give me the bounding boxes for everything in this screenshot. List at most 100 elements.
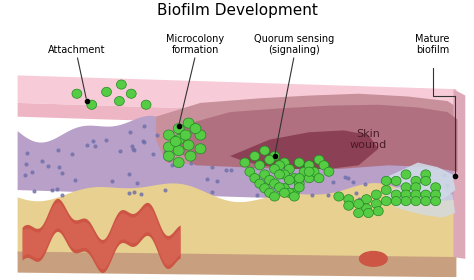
Circle shape (431, 190, 441, 199)
Circle shape (284, 188, 294, 197)
Circle shape (304, 161, 314, 170)
Circle shape (117, 80, 126, 89)
Circle shape (185, 151, 196, 161)
Circle shape (173, 157, 184, 168)
Circle shape (421, 176, 431, 185)
Circle shape (381, 185, 391, 195)
Polygon shape (18, 251, 456, 277)
Circle shape (195, 144, 206, 154)
Circle shape (173, 123, 184, 134)
Circle shape (260, 184, 270, 193)
Circle shape (309, 167, 319, 176)
Circle shape (314, 174, 324, 183)
Polygon shape (18, 103, 456, 130)
Circle shape (240, 158, 250, 167)
Ellipse shape (360, 251, 387, 266)
Circle shape (294, 183, 304, 192)
Circle shape (294, 158, 304, 167)
Circle shape (274, 161, 284, 170)
Circle shape (255, 161, 264, 170)
Circle shape (195, 130, 206, 140)
Text: Quorum sensing
(signaling): Quorum sensing (signaling) (254, 34, 335, 55)
Circle shape (173, 135, 184, 145)
Circle shape (314, 155, 324, 164)
Polygon shape (388, 162, 456, 199)
Circle shape (126, 89, 136, 98)
Circle shape (290, 188, 299, 197)
Circle shape (183, 140, 194, 150)
Circle shape (334, 192, 344, 201)
Polygon shape (230, 130, 378, 169)
Circle shape (372, 190, 381, 199)
Circle shape (431, 197, 441, 206)
Circle shape (260, 170, 270, 179)
Circle shape (391, 176, 401, 185)
Circle shape (401, 197, 411, 206)
Circle shape (411, 183, 421, 192)
Title: Biofilm Development: Biofilm Development (156, 3, 318, 18)
Circle shape (290, 174, 299, 183)
Circle shape (270, 164, 280, 174)
Circle shape (260, 146, 270, 155)
Circle shape (401, 183, 411, 192)
Text: Attachment: Attachment (48, 45, 106, 55)
Circle shape (274, 183, 284, 192)
Circle shape (401, 190, 411, 199)
Circle shape (280, 158, 290, 167)
Circle shape (391, 190, 401, 199)
Circle shape (374, 207, 383, 216)
Circle shape (141, 100, 151, 109)
Circle shape (270, 179, 280, 188)
Polygon shape (156, 94, 457, 172)
Circle shape (290, 192, 299, 201)
Circle shape (280, 188, 290, 197)
Circle shape (421, 197, 431, 206)
Circle shape (180, 130, 191, 140)
Circle shape (164, 151, 174, 161)
Circle shape (362, 195, 372, 204)
Circle shape (274, 170, 284, 179)
Circle shape (372, 199, 381, 208)
Polygon shape (18, 183, 456, 259)
Text: Skin
wound: Skin wound (350, 129, 387, 150)
Polygon shape (18, 75, 456, 117)
Text: Microcolony
formation: Microcolony formation (166, 34, 225, 55)
Circle shape (362, 204, 372, 213)
Circle shape (411, 190, 421, 199)
Circle shape (324, 167, 334, 176)
Circle shape (270, 151, 280, 161)
Circle shape (421, 170, 431, 179)
Circle shape (190, 123, 201, 134)
Polygon shape (18, 116, 456, 204)
Circle shape (72, 89, 82, 98)
Circle shape (319, 161, 329, 170)
Circle shape (264, 155, 274, 164)
Circle shape (264, 175, 274, 185)
Circle shape (280, 170, 290, 179)
Circle shape (294, 174, 304, 183)
Circle shape (299, 167, 309, 176)
Circle shape (304, 167, 314, 176)
Circle shape (284, 164, 294, 174)
Polygon shape (23, 202, 181, 269)
Polygon shape (454, 89, 465, 259)
Circle shape (255, 179, 264, 188)
Circle shape (304, 174, 314, 183)
Circle shape (411, 176, 421, 185)
Circle shape (284, 175, 294, 185)
Circle shape (250, 151, 260, 161)
Circle shape (280, 184, 290, 193)
Circle shape (354, 199, 364, 208)
Circle shape (411, 197, 421, 206)
Circle shape (183, 118, 194, 128)
Circle shape (170, 136, 181, 146)
Circle shape (381, 176, 391, 185)
Polygon shape (23, 199, 181, 273)
Circle shape (354, 208, 364, 218)
Circle shape (364, 208, 374, 218)
Circle shape (87, 100, 97, 109)
Circle shape (344, 201, 354, 210)
Circle shape (164, 142, 174, 152)
Circle shape (391, 197, 401, 206)
Circle shape (421, 190, 431, 199)
